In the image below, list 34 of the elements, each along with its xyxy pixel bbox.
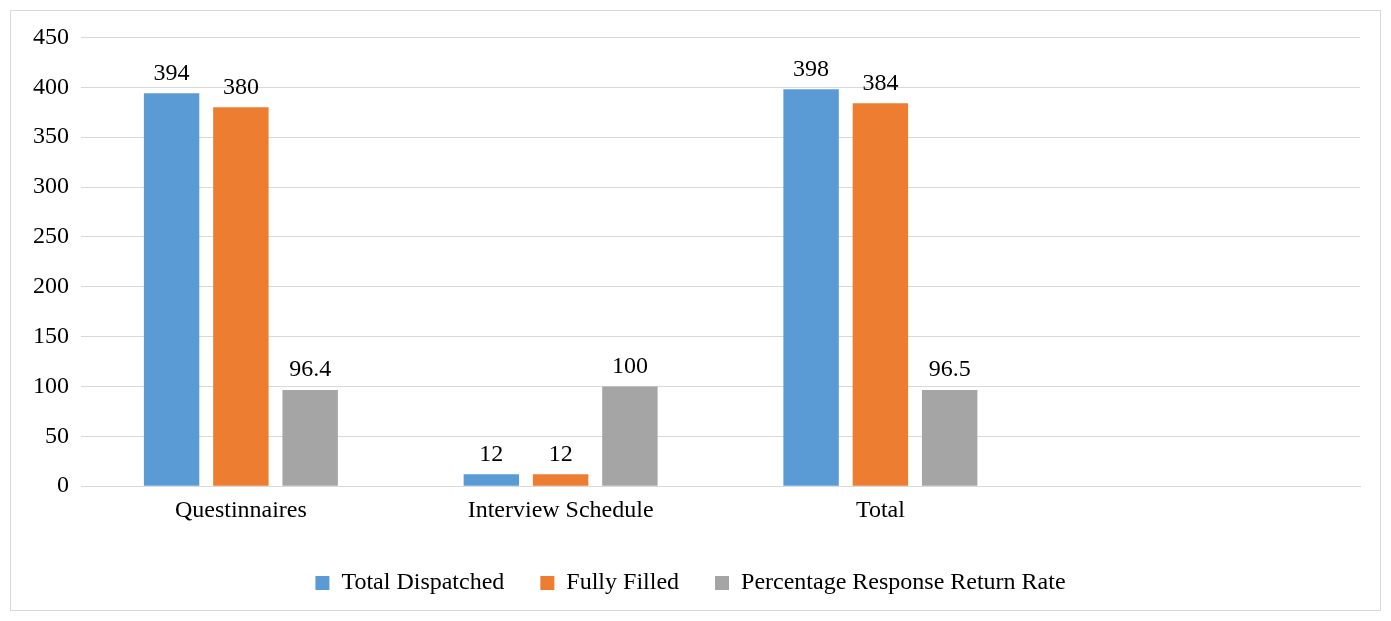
data-label: 12 <box>548 439 573 466</box>
x-tick-label: Questinnaires <box>174 495 307 522</box>
y-tick-label: 450 <box>33 22 69 49</box>
legend-label: Percentage Response Return Rate <box>741 568 1066 595</box>
data-label: 380 <box>222 72 259 99</box>
y-tick-label: 400 <box>33 72 69 99</box>
y-tick-label: 100 <box>33 371 69 398</box>
bar <box>463 474 520 486</box>
bar <box>602 386 658 486</box>
y-tick-label: 300 <box>33 172 69 199</box>
legend-label: Fully Filled <box>566 568 680 595</box>
bar <box>143 93 200 486</box>
x-tick-label: Interview Schedule <box>467 495 654 522</box>
x-tick-label: Total <box>855 495 906 522</box>
bar <box>921 389 978 486</box>
y-tick-label: 200 <box>33 272 69 299</box>
data-label: 398 <box>793 54 830 81</box>
bar <box>852 103 909 486</box>
data-label: 394 <box>153 58 190 85</box>
bar <box>213 107 269 486</box>
bar <box>783 89 839 486</box>
data-label: 100 <box>611 351 648 378</box>
y-tick-label: 50 <box>45 421 69 448</box>
data-label: 96.5 <box>928 355 971 382</box>
data-label: 96.4 <box>289 355 332 382</box>
data-label: 12 <box>479 439 504 466</box>
y-tick-label: 150 <box>33 321 69 348</box>
bar <box>282 390 338 486</box>
y-tick-label: 0 <box>57 471 69 498</box>
y-tick-label: 350 <box>33 122 69 149</box>
y-tick-label: 250 <box>33 222 69 249</box>
data-label: 384 <box>862 68 899 95</box>
legend-label: Total Dispatched <box>341 568 505 595</box>
bar <box>532 474 589 486</box>
